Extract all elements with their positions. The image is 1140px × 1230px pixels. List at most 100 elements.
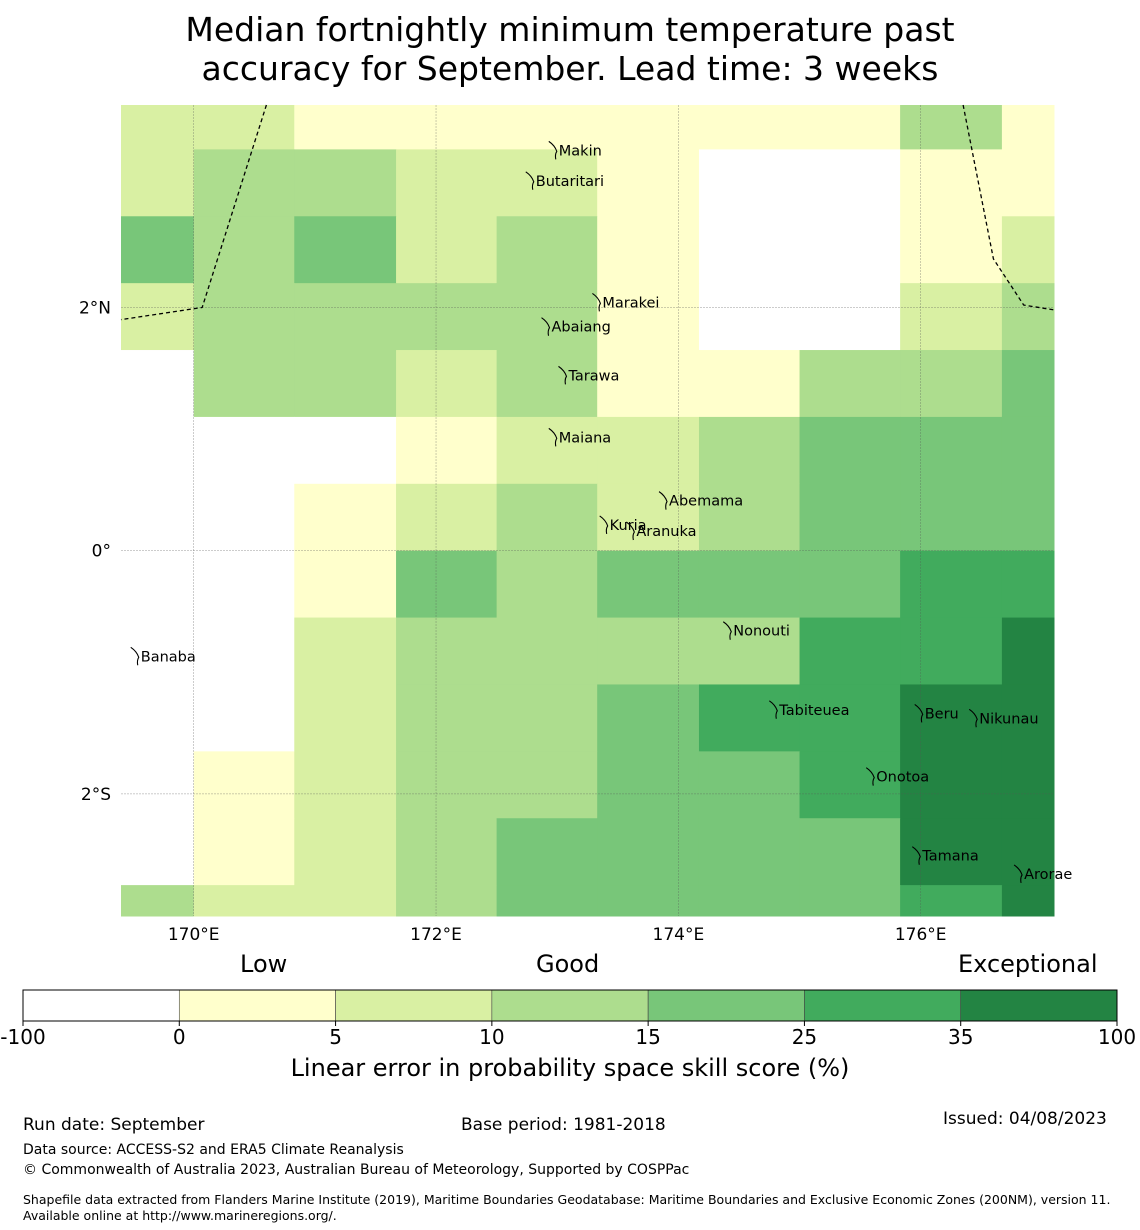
grid-cell xyxy=(900,283,1003,351)
legend-exceptional-label: Exceptional xyxy=(958,950,1098,978)
island-abemama: Abemama xyxy=(658,491,743,510)
grid-cell xyxy=(121,885,195,917)
grid-cell xyxy=(193,885,295,917)
island-outline xyxy=(130,646,140,666)
grid-cell xyxy=(1001,283,1055,351)
island-tabiteuea: Tabiteuea xyxy=(769,700,849,719)
grid-cell xyxy=(121,751,195,819)
grid-cell xyxy=(900,550,1003,619)
grid-cell xyxy=(294,105,397,150)
island-outline xyxy=(769,700,778,719)
island-label: Tamana xyxy=(921,849,978,865)
maritime-boundaries xyxy=(120,104,1055,321)
island-label: Maiana xyxy=(559,430,611,446)
grid-cell xyxy=(1001,885,1055,917)
grid-cell xyxy=(193,751,295,819)
colorbar-tick-label: 10 xyxy=(479,1025,504,1049)
island-label: Aranuka xyxy=(636,524,696,540)
island-arorae: Arorae xyxy=(1013,864,1072,884)
grid-cell xyxy=(294,283,397,351)
island-label: Arorae xyxy=(1024,867,1072,883)
island-outline xyxy=(558,365,568,385)
island-label: Tabiteuea xyxy=(778,703,849,719)
island-label: Abemama xyxy=(669,494,743,510)
grid-cell xyxy=(799,283,901,351)
colorbar-tick-label: 25 xyxy=(792,1025,817,1049)
grid-cell xyxy=(597,149,700,217)
island-outline xyxy=(548,140,558,160)
grid-cell xyxy=(900,416,1003,485)
island-kuria: Kuria xyxy=(599,515,647,535)
grid-cell xyxy=(396,885,498,917)
grid-cell xyxy=(294,416,397,485)
grid-cell xyxy=(900,885,1003,917)
islands: Makin Butaritari Marakei Abaiang Tarawa Maian… xyxy=(130,140,1072,884)
grid-cell xyxy=(294,818,397,886)
grid-cell xyxy=(396,149,498,217)
grid-cell xyxy=(698,416,801,485)
island-label: Makin xyxy=(559,143,602,159)
axis-ticks: 170°E 172°E 174°E 176°E 2°N 0° 2°S xyxy=(79,298,947,945)
grid-cell xyxy=(121,684,195,752)
colorbar-box xyxy=(335,989,493,1022)
colorbar-tick-label: -100 xyxy=(0,1025,45,1049)
grid-cell xyxy=(799,105,901,150)
island-nonouti: Nonouti xyxy=(722,621,790,640)
grid-cell xyxy=(396,216,498,284)
grid-cell xyxy=(193,350,295,418)
legend-low-label: Low xyxy=(240,950,288,978)
grid-cell xyxy=(294,350,397,418)
colorbar-box xyxy=(178,989,336,1022)
island-outline xyxy=(592,292,602,312)
island-label: Beru xyxy=(925,706,959,722)
colorbar-tick-label: 100 xyxy=(1098,1025,1136,1049)
grid-cell xyxy=(900,751,1003,819)
grid-cell xyxy=(193,416,295,485)
grid-cell xyxy=(900,149,1003,217)
grid-cell xyxy=(496,617,598,685)
shapefile-credit: Shapefile data extracted from Flanders M… xyxy=(23,1192,1111,1223)
grid-cell xyxy=(294,483,397,552)
grid-cell xyxy=(799,216,901,284)
island-label: Banaba xyxy=(141,649,196,665)
grid-cell xyxy=(799,483,901,552)
grid-cell xyxy=(496,550,598,619)
grid-cell xyxy=(294,684,397,752)
island-nikunau: Nikunau xyxy=(968,708,1039,728)
grid-cell xyxy=(1001,617,1055,685)
grid-cell xyxy=(1001,149,1055,217)
grid-cell xyxy=(396,751,498,819)
chart-title: Median fortnightly minimum temperature p… xyxy=(0,10,1140,88)
grid-cell xyxy=(597,350,700,418)
grid-cell xyxy=(121,350,195,418)
colorbar-frame xyxy=(22,989,1118,1022)
eez-boundary-line xyxy=(120,104,268,321)
grid-cell xyxy=(698,483,801,552)
lon-tick-label: 176°E xyxy=(895,925,947,945)
island-tamana: Tamana xyxy=(911,846,979,865)
island-label: Tarawa xyxy=(567,368,619,384)
island-abaiang: Abaiang xyxy=(541,317,611,336)
island-outline xyxy=(911,846,921,865)
grid-cell xyxy=(597,550,700,619)
grid-cell xyxy=(496,283,598,351)
grid-cell xyxy=(597,216,700,284)
lon-tick-label: 174°E xyxy=(653,925,705,945)
grid-cell xyxy=(396,350,498,418)
grid-cell xyxy=(597,283,700,351)
issued-date: Issued: 04/08/2023 xyxy=(943,1109,1107,1129)
grid-cell xyxy=(294,751,397,819)
grid-cell xyxy=(900,105,1003,150)
grid-cell xyxy=(496,350,598,418)
colorbar-box xyxy=(22,989,180,1022)
island-aranuka: Aranuka xyxy=(626,521,697,541)
grid-cell xyxy=(496,216,598,284)
grid-cell xyxy=(193,818,295,886)
grid-cell xyxy=(396,483,498,552)
grid-cell xyxy=(900,483,1003,552)
grid-cell xyxy=(294,216,397,284)
island-outline xyxy=(525,171,535,190)
island-label: Nonouti xyxy=(733,624,790,640)
grid-cell xyxy=(396,818,498,886)
grid-cell xyxy=(121,416,195,485)
